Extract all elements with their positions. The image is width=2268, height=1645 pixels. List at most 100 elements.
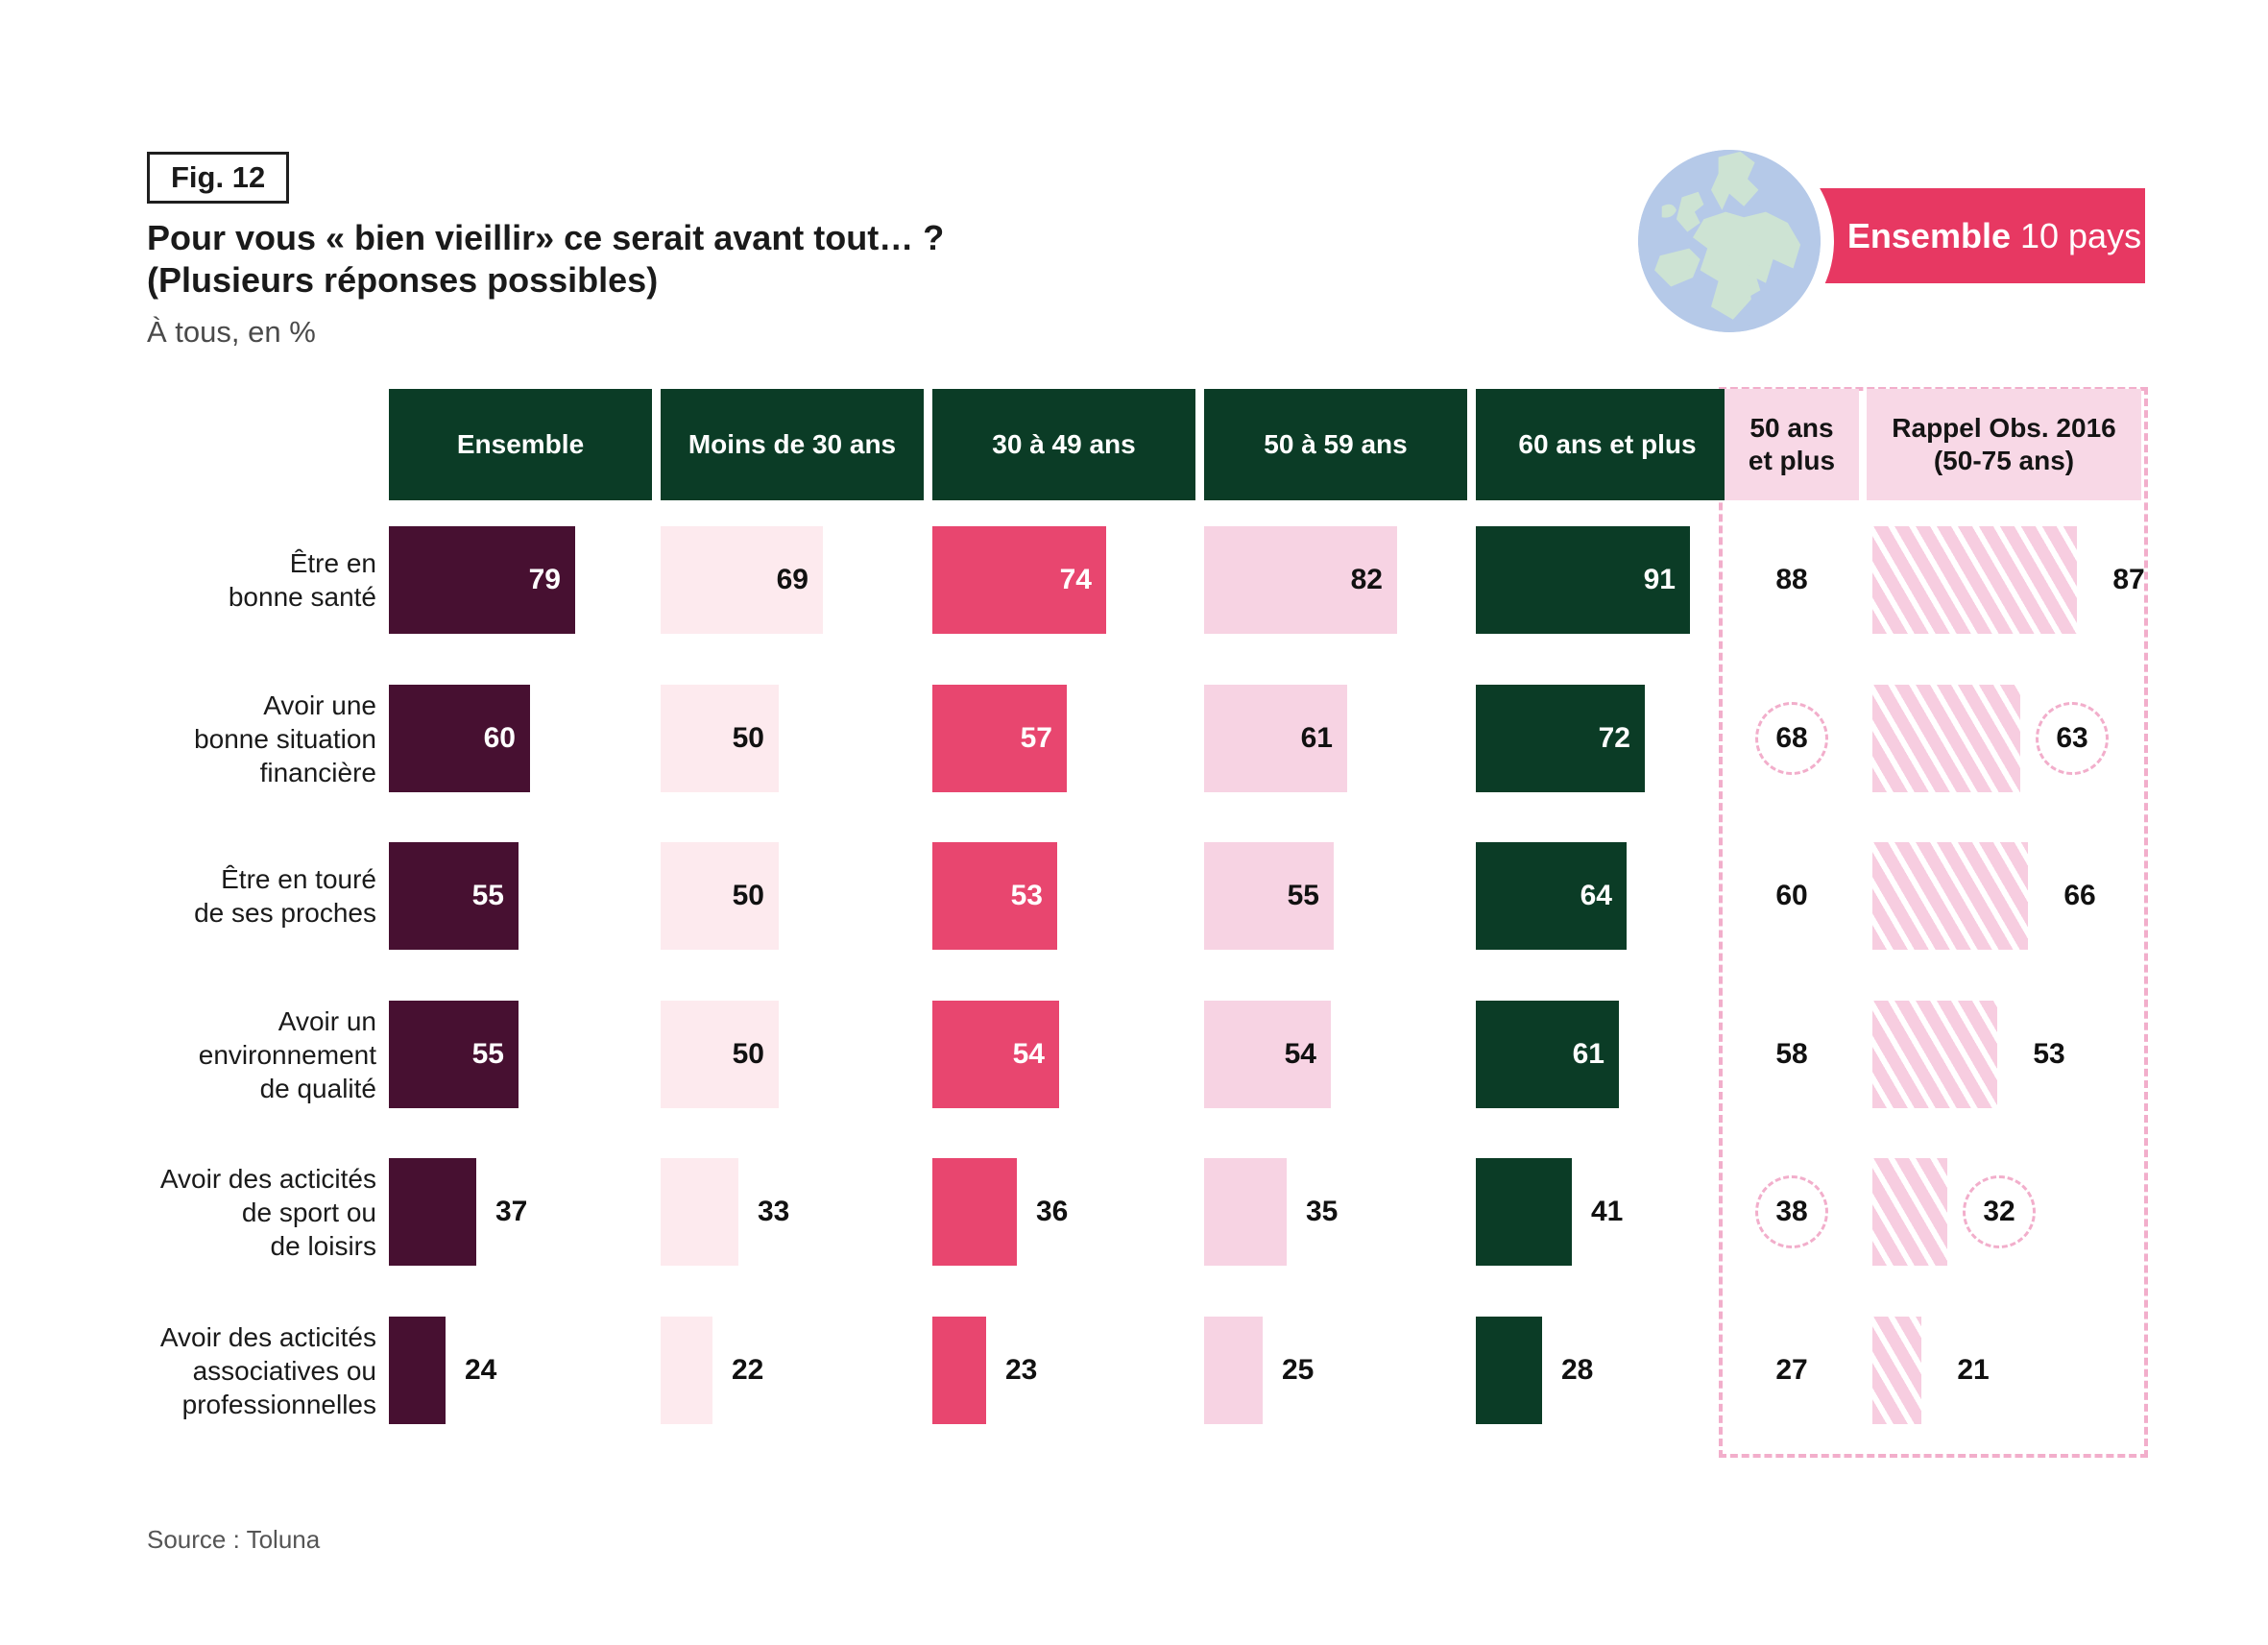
plain-value: 27 (1775, 1354, 1808, 1386)
column-header-3: 30 à 49 ans (932, 389, 1195, 500)
number-rappel: 63 (2034, 685, 2111, 792)
bar-value: 24 (465, 1354, 497, 1386)
bar-value: 50 (732, 880, 764, 911)
hatched-bar (1872, 1317, 1921, 1424)
value-bar (1476, 1317, 1542, 1424)
column-header-7: Rappel Obs. 2016 (50-75 ans) (1867, 389, 2141, 500)
value-bar: 69 (661, 526, 823, 634)
scope-badge: Ensemble 10 pays (1788, 188, 2145, 283)
number-rappel: 32 (1961, 1158, 2038, 1266)
row-label-5: Avoir des acticités de sport ou de loisi… (159, 1163, 376, 1261)
value-bar: 72 (1476, 685, 1645, 792)
value-bar: 54 (1204, 1001, 1331, 1108)
bar-value: 79 (528, 564, 561, 595)
value-bar: 55 (389, 1001, 519, 1108)
source-note: Source : Toluna (147, 1525, 321, 1554)
number-rappel: 87 (2090, 526, 2167, 634)
bar-value: 55 (471, 880, 504, 911)
bar-value: 54 (1284, 1038, 1316, 1070)
value-bar: 82 (1204, 526, 1397, 634)
number-rappel: 66 (2041, 842, 2118, 950)
circled-value: 32 (1963, 1175, 2036, 1248)
bar-value: 55 (1287, 880, 1319, 911)
bar-value: 53 (1010, 880, 1043, 911)
value-bar: 57 (932, 685, 1067, 792)
value-bar: 50 (661, 842, 779, 950)
number-50plus: 68 (1728, 685, 1855, 792)
value-bar: 74 (932, 526, 1106, 634)
circled-value: 63 (2036, 702, 2109, 775)
bar-value: 23 (1005, 1354, 1038, 1386)
bar-value: 25 (1282, 1354, 1315, 1386)
number-50plus: 88 (1728, 526, 1855, 634)
hatched-bar (1872, 842, 2028, 950)
value-bar: 61 (1476, 1001, 1619, 1108)
number-50plus: 38 (1728, 1158, 1855, 1266)
row-label-4: Avoir un environnement de qualité (198, 1005, 376, 1103)
number-rappel: 21 (1935, 1317, 2012, 1424)
bar-value: 41 (1591, 1196, 1624, 1227)
value-bar: 64 (1476, 842, 1627, 950)
value-bar (932, 1317, 986, 1424)
figure-title-line-2: (Plusieurs réponses possibles) (147, 260, 659, 300)
figure-title-line-1: Pour vous « bien vieillir» ce serait ava… (147, 218, 945, 257)
hatched-bar (1872, 685, 2020, 792)
bar-value: 60 (483, 722, 516, 754)
column-header-4: 50 à 59 ans (1204, 389, 1467, 500)
circled-value: 68 (1755, 702, 1828, 775)
number-50plus: 60 (1728, 842, 1855, 950)
value-bar (1476, 1158, 1572, 1266)
value-bar: 54 (932, 1001, 1059, 1108)
circled-value: 38 (1755, 1175, 1828, 1248)
hatched-bar (1872, 1158, 1947, 1266)
hatched-bar (1872, 1001, 1997, 1108)
bar-value: 55 (471, 1038, 504, 1070)
row-label-3: Être en touré de ses proches (194, 864, 376, 928)
bar-value: 74 (1059, 564, 1092, 595)
value-bar: 53 (932, 842, 1057, 950)
value-bar: 55 (1204, 842, 1334, 950)
plain-value: 87 (2112, 564, 2145, 595)
bar-value: 36 (1036, 1196, 1069, 1227)
column-header-6: 50 ans et plus (1725, 389, 1859, 500)
plain-value: 21 (1957, 1354, 1990, 1386)
scope-badge-bold: Ensemble (1846, 215, 2011, 255)
bar-value: 64 (1580, 880, 1612, 911)
row-label-6: Avoir des acticités associatives ou prof… (159, 1321, 376, 1419)
bar-value: 54 (1012, 1038, 1045, 1070)
value-bar: 79 (389, 526, 575, 634)
bar-value: 37 (495, 1196, 528, 1227)
bar-value: 33 (758, 1196, 790, 1227)
plain-value: 88 (1775, 564, 1808, 595)
value-bar (1204, 1317, 1263, 1424)
value-bar (661, 1317, 712, 1424)
bar-value: 72 (1598, 722, 1630, 754)
value-bar: 91 (1476, 526, 1690, 634)
value-bar (389, 1158, 476, 1266)
row-label-1: Être en bonne santé (228, 548, 376, 612)
column-header-2: Moins de 30 ans (661, 389, 924, 500)
plain-value: 66 (2063, 880, 2096, 911)
column-header-5: 60 ans et plus (1476, 389, 1739, 500)
value-bar (389, 1317, 446, 1424)
bar-value: 82 (1350, 564, 1383, 595)
figure-number-box: Fig. 12 (147, 152, 290, 204)
value-bar: 50 (661, 1001, 779, 1108)
bar-value: 69 (776, 564, 808, 595)
value-bar (932, 1158, 1017, 1266)
number-50plus: 27 (1728, 1317, 1855, 1424)
value-bar: 61 (1204, 685, 1347, 792)
number-rappel: 53 (2011, 1001, 2087, 1108)
bar-value: 35 (1306, 1196, 1339, 1227)
column-header-1: Ensemble (389, 389, 652, 500)
value-bar: 50 (661, 685, 779, 792)
value-bar (661, 1158, 738, 1266)
bar-value: 22 (732, 1354, 764, 1386)
value-bar: 60 (389, 685, 530, 792)
figure-number-label: Fig. 12 (171, 160, 266, 194)
figure-subtitle: À tous, en % (147, 315, 316, 349)
scope-badge-regular: 10 pays (2010, 215, 2142, 255)
bar-value: 50 (732, 1038, 764, 1070)
value-bar (1204, 1158, 1287, 1266)
